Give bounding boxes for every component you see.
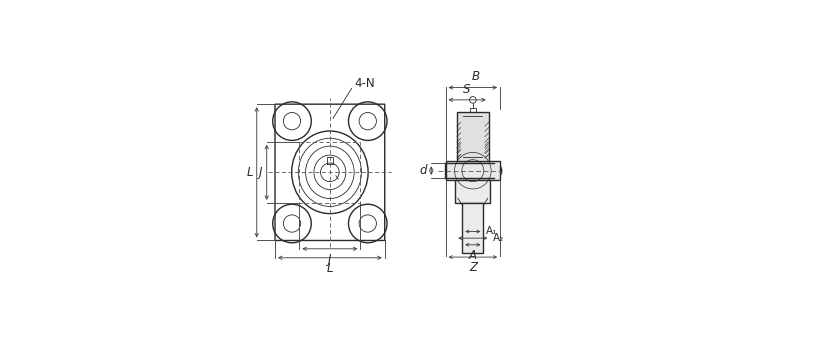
- Text: L: L: [246, 166, 253, 179]
- Text: 4-N: 4-N: [355, 77, 375, 90]
- Bar: [446, 161, 500, 180]
- Text: J: J: [259, 166, 263, 179]
- Bar: [462, 203, 483, 253]
- Text: J: J: [328, 253, 331, 266]
- Bar: [457, 113, 489, 161]
- Text: Z: Z: [469, 261, 477, 274]
- Text: B: B: [472, 70, 480, 82]
- Ellipse shape: [446, 168, 447, 173]
- Bar: [455, 180, 490, 203]
- Text: L: L: [326, 262, 333, 275]
- Text: A₁: A₁: [486, 226, 498, 237]
- Text: S: S: [463, 83, 471, 96]
- Text: A: A: [469, 249, 477, 262]
- Text: d: d: [419, 164, 428, 177]
- Text: A₂: A₂: [493, 233, 504, 243]
